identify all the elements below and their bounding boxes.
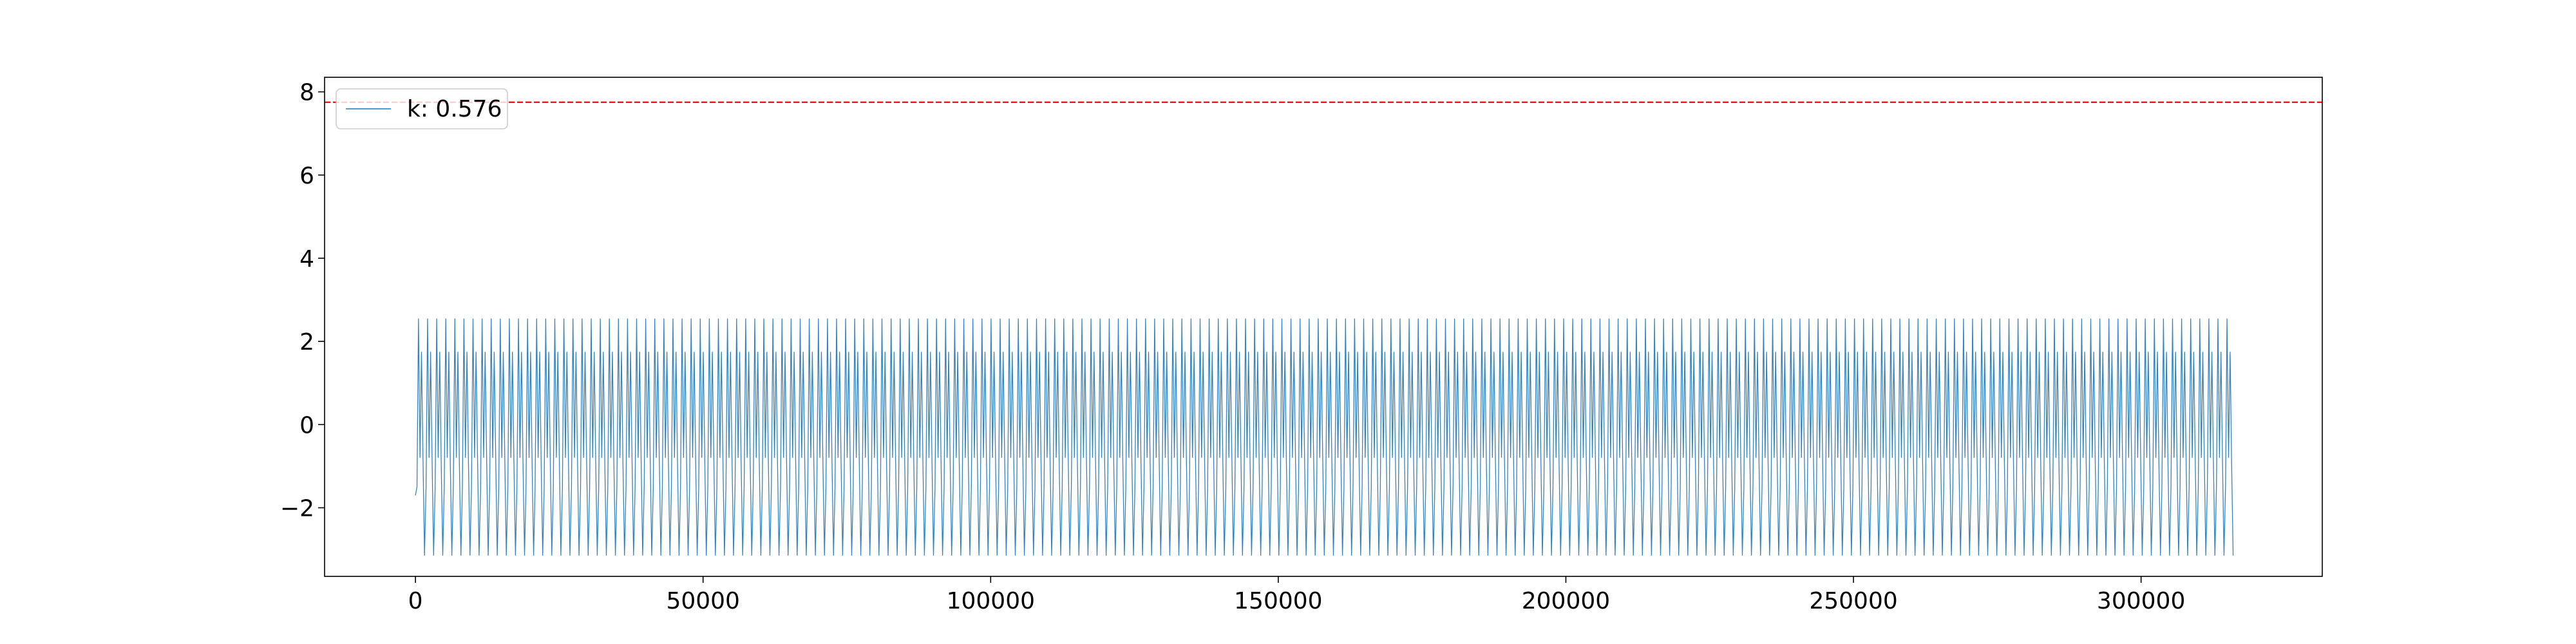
x-tick-label: 250000: [1809, 588, 1897, 614]
x-axis: 0 50000 100000 150000 200000 250000 300000: [408, 576, 2185, 614]
y-tick-label: 6: [299, 163, 314, 189]
y-tick-label: 0: [299, 412, 314, 439]
y-axis: −2 0 2 4 6 8: [280, 80, 325, 522]
plot-frame: [324, 77, 2323, 577]
y-tick-label: −2: [280, 495, 314, 522]
x-tick-label: 100000: [947, 588, 1035, 614]
legend-box: [336, 88, 508, 129]
series-layer: [415, 318, 2234, 556]
x-tick-label: 300000: [2097, 588, 2185, 614]
x-tick-label: 150000: [1234, 588, 1322, 614]
x-tick-label: 200000: [1522, 588, 1610, 614]
legend-label: k: 0.576: [407, 96, 502, 122]
x-tick-label: 0: [408, 588, 423, 614]
y-tick-label: 4: [299, 246, 314, 272]
y-tick-label: 2: [299, 329, 314, 355]
legend: k: 0.576: [336, 88, 508, 129]
y-tick-label: 8: [299, 80, 314, 106]
x-tick-label: 50000: [666, 588, 740, 614]
series-line-0: [415, 318, 2234, 556]
